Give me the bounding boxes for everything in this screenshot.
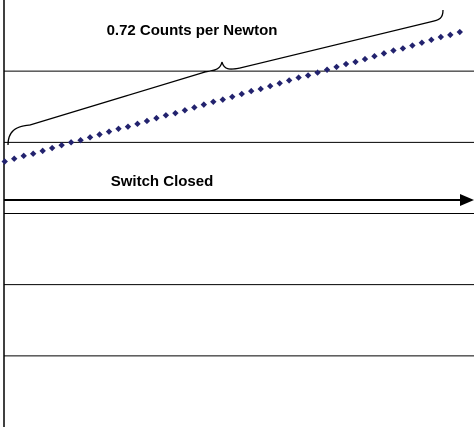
point <box>124 123 132 130</box>
point <box>352 58 359 66</box>
point <box>323 66 331 73</box>
point <box>86 134 94 141</box>
point <box>200 101 208 108</box>
point <box>29 150 37 157</box>
point <box>285 77 293 84</box>
point <box>153 114 160 122</box>
point <box>134 120 141 128</box>
point <box>20 152 27 160</box>
point <box>181 107 189 114</box>
point <box>304 72 312 79</box>
point <box>456 28 463 36</box>
point <box>342 60 350 68</box>
point <box>361 55 369 63</box>
brace <box>7 9 444 146</box>
point <box>11 155 18 162</box>
point <box>333 63 340 71</box>
annotation: Switch Closed <box>111 173 214 190</box>
point <box>447 31 454 39</box>
point <box>172 109 179 117</box>
arrow-head <box>460 194 474 206</box>
point <box>266 82 274 90</box>
point <box>390 47 397 54</box>
annotation: 0.72 Counts per Newton <box>107 22 278 39</box>
point <box>77 136 84 144</box>
point <box>380 50 388 57</box>
point <box>1 158 8 165</box>
point <box>96 131 103 138</box>
point <box>418 39 426 46</box>
point <box>58 141 65 149</box>
point <box>399 45 407 52</box>
point <box>105 128 113 135</box>
point <box>143 117 151 125</box>
point <box>210 98 217 105</box>
point <box>409 42 416 49</box>
point <box>191 104 198 111</box>
point <box>48 144 56 152</box>
point <box>257 85 264 93</box>
point <box>238 90 245 98</box>
point <box>39 147 46 155</box>
point <box>67 139 75 146</box>
point <box>437 33 445 41</box>
point <box>248 87 255 95</box>
point <box>314 69 321 76</box>
point <box>115 125 122 133</box>
point <box>276 80 283 87</box>
point <box>295 74 302 81</box>
point <box>219 96 226 103</box>
point <box>371 53 378 60</box>
point <box>229 93 236 100</box>
point <box>428 36 435 44</box>
point <box>162 112 170 119</box>
